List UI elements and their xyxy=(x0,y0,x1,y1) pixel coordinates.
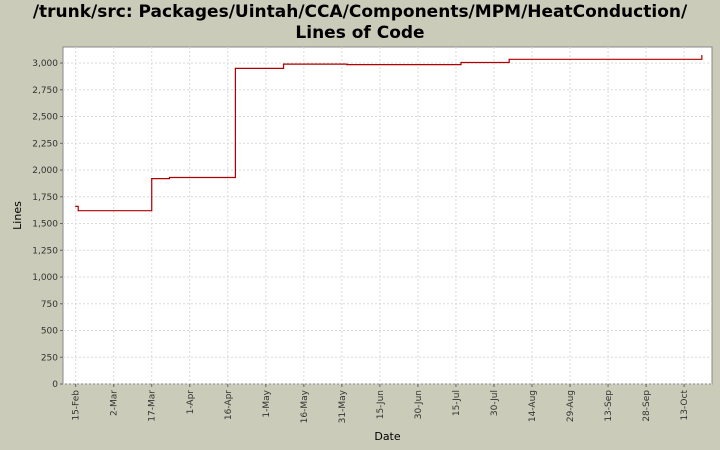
grid-lines xyxy=(63,47,712,385)
x-tick-label: 2-Mar xyxy=(110,390,120,416)
y-axis-label: Lines xyxy=(11,201,24,230)
x-tick-label: 31-May xyxy=(338,389,348,423)
y-tick-label: 2,500 xyxy=(32,113,58,123)
y-tick-label: 1,750 xyxy=(32,193,58,203)
data-point xyxy=(234,67,236,69)
data-point xyxy=(460,61,462,64)
x-tick-label: 16-Apr xyxy=(224,390,234,420)
y-tick-label: 2,250 xyxy=(32,139,58,149)
y-tick-label: 1,500 xyxy=(32,220,58,230)
x-tick-label: 13-Sep xyxy=(604,390,614,422)
x-axis: 15-Feb 2-Mar 17-Mar 1-Apr 16-Apr 1-May 16-May 3… xyxy=(72,384,690,423)
x-tick-label: 17-Mar xyxy=(148,390,158,422)
y-tick-label: 0 xyxy=(52,380,58,390)
y-tick-label: 250 xyxy=(41,353,58,363)
x-tick-label: 16-May xyxy=(300,389,310,423)
x-tick-label: 30-Jun xyxy=(414,390,424,419)
plot-area xyxy=(62,46,713,385)
y-axis: 0 250 500 750 1,000 1,250 1,500 1,750 2,000 2,250… xyxy=(32,59,63,390)
y-tick-label: 750 xyxy=(41,300,58,310)
data-point xyxy=(282,63,285,65)
data-point xyxy=(701,54,703,57)
x-tick-label: 1-Apr xyxy=(186,390,196,415)
x-tick-label: 29-Aug xyxy=(566,390,576,422)
series-line xyxy=(75,55,703,212)
data-point xyxy=(77,210,79,212)
chart-title-line-1: /trunk/src: Packages/Uintah/CCA/Componen… xyxy=(32,2,688,22)
x-tick-label: 14-Aug xyxy=(528,390,538,422)
data-point xyxy=(508,58,510,60)
x-tick-label: 30-Jul xyxy=(490,390,500,416)
y-tick-label: 2,750 xyxy=(32,86,58,96)
series-group xyxy=(75,54,703,212)
x-tick-label: 1-May xyxy=(262,389,272,417)
data-point xyxy=(346,64,348,66)
x-tick-label: 15-Jul xyxy=(452,390,462,416)
x-tick-label: 15-Feb xyxy=(72,390,82,421)
y-tick-label: 1,250 xyxy=(32,246,58,256)
x-tick-label: 28-Sep xyxy=(642,390,652,422)
y-tick-label: 500 xyxy=(41,327,58,337)
x-tick-label: 13-Oct xyxy=(680,390,690,421)
x-axis-label: Date xyxy=(374,430,401,443)
y-tick-label: 1,000 xyxy=(32,273,58,283)
x-tick-label: 15-Jun xyxy=(376,390,386,419)
chart-title-line-2: Lines of Code xyxy=(295,23,425,43)
y-tick-label: 3,000 xyxy=(32,59,58,69)
data-point xyxy=(168,176,171,179)
data-point xyxy=(75,205,77,208)
data-point xyxy=(151,177,153,180)
y-tick-label: 2,000 xyxy=(32,166,58,176)
